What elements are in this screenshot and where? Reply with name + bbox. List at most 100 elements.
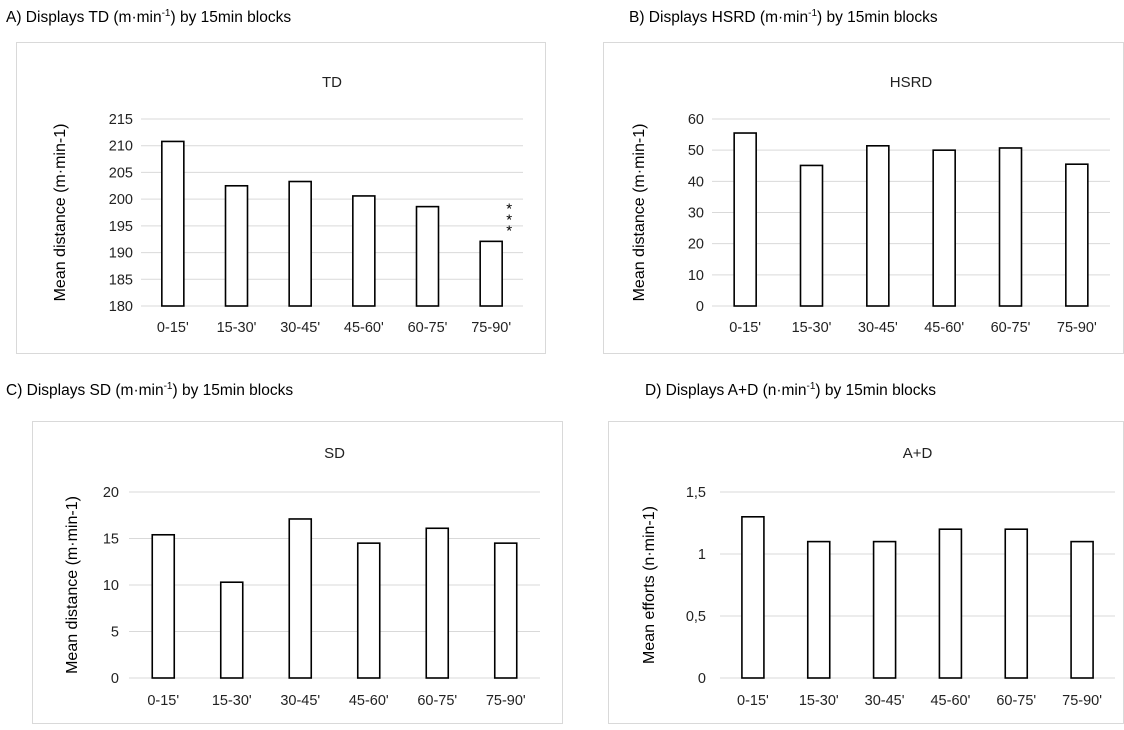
y-tick-label: 215 [109, 112, 133, 128]
chart-title: HSRD [890, 74, 933, 91]
x-tick-label: 60-75' [996, 693, 1036, 709]
x-tick-label: 30-45' [865, 693, 905, 709]
bar [161, 140, 185, 307]
significance-star: * [506, 200, 512, 217]
caption-c-sup: -1 [163, 381, 173, 392]
x-tick-label: 30-45' [280, 693, 320, 709]
y-tick-label: 180 [109, 299, 133, 315]
x-tick-label: 75-90' [486, 693, 526, 709]
chart-panel-sd: SD 0 5 10 15 20 Mean distance (m·min-1) 0-15' 15… [32, 421, 563, 724]
chart-ad: A+D 0 0,5 1 1,5 Mean efforts (n·min-1) 0-15' 15… [641, 445, 1115, 709]
bar [288, 180, 312, 307]
x-tick-label: 45-60' [924, 320, 964, 336]
y-axis-label: Mean distance (m·min-1) [52, 124, 69, 302]
x-tick-label: 60-75' [417, 693, 457, 709]
chart-panel-ad: A+D 0 0,5 1 1,5 Mean efforts (n·min-1) 0-15' 15… [608, 421, 1124, 724]
bar [479, 240, 503, 307]
y-axis-label: Mean efforts (n·min-1) [641, 506, 658, 664]
y-tick-label: 190 [109, 246, 133, 262]
caption-b-text: B) Displays HSRD (m·min [629, 9, 809, 27]
bar [1065, 163, 1089, 307]
bar [415, 205, 440, 307]
x-tick-label: 15-30' [217, 320, 257, 336]
bar [998, 147, 1023, 307]
caption-b-sup: -1 [808, 8, 818, 19]
significance-annotation: *** [506, 200, 512, 239]
x-tick-label: 30-45' [858, 320, 898, 336]
bar [866, 145, 890, 307]
chart-title: A+D [903, 445, 933, 462]
caption-a-text-end: ) by 15min blocks [170, 9, 292, 27]
bar [1070, 540, 1094, 679]
bar [741, 516, 765, 679]
bar [352, 195, 376, 307]
bar [872, 540, 897, 679]
bar [224, 184, 249, 307]
y-tick-label: 0 [111, 671, 119, 687]
x-tick-label: 0-15' [737, 693, 769, 709]
significance-star: * [506, 211, 512, 228]
y-axis-label: Mean distance (m·min-1) [631, 124, 648, 302]
caption-d-sup: -1 [806, 381, 816, 392]
y-tick-label: 1 [698, 547, 706, 563]
y-tick-label: 15 [103, 532, 119, 548]
caption-c-text: C) Displays SD (m·min [6, 382, 164, 400]
significance-star: * [506, 222, 512, 239]
y-tick-label: 0,5 [686, 609, 706, 625]
x-tick-label: 15-30' [799, 693, 839, 709]
bar [733, 132, 757, 307]
chart-panel-hsrd: HSRD 0 10 20 30 40 50 60 Mean distance (m·min-1)… [603, 42, 1124, 354]
y-tick-label: 1,5 [686, 485, 706, 501]
y-tick-label: 40 [688, 174, 704, 190]
y-tick-label: 20 [103, 485, 119, 501]
x-tick-label: 0-15' [147, 693, 179, 709]
bar [151, 533, 176, 679]
y-axis-label: Mean distance (m·min-1) [64, 496, 81, 674]
chart-sd: SD 0 5 10 15 20 Mean distance (m·min-1) 0-15' 15… [64, 445, 540, 709]
chart-hsrd: HSRD 0 10 20 30 40 50 60 Mean distance (m·min-1)… [631, 74, 1110, 336]
x-tick-label: 15-30' [212, 693, 252, 709]
y-tick-label: 210 [109, 139, 133, 155]
x-tick-label: 0-15' [729, 320, 761, 336]
bar [938, 528, 963, 679]
y-tick-label: 195 [109, 219, 133, 235]
bar [356, 542, 381, 679]
bar [219, 581, 244, 679]
x-tick-label: 0-15' [157, 320, 189, 336]
x-tick-label: 60-75' [408, 320, 448, 336]
caption-c-text-end: ) by 15min blocks [172, 382, 294, 400]
x-tick-label: 15-30' [792, 320, 832, 336]
x-tick-label: 75-90' [1062, 693, 1102, 709]
x-tick-label: 45-60' [349, 693, 389, 709]
y-tick-label: 50 [688, 143, 704, 159]
y-tick-label: 10 [103, 578, 119, 594]
bar [806, 540, 831, 679]
caption-b-text-end: ) by 15min blocks [817, 9, 938, 27]
x-tick-label: 75-90' [471, 320, 511, 336]
y-tick-label: 30 [688, 206, 704, 222]
y-tick-label: 20 [688, 237, 704, 253]
y-tick-label: 0 [698, 671, 706, 687]
x-tick-label: 30-45' [280, 320, 320, 336]
y-tick-label: 200 [109, 192, 133, 208]
caption-b: B) Displays HSRD (m·min-1) by 15min bloc… [629, 8, 938, 27]
bar [288, 518, 313, 679]
caption-a-text: A) Displays TD (m·min [6, 9, 162, 27]
bar [799, 164, 824, 307]
caption-c: C) Displays SD (m·min-1) by 15min blocks [6, 381, 293, 400]
chart-title: TD [322, 74, 342, 91]
bar [425, 527, 450, 679]
x-tick-label: 75-90' [1057, 320, 1097, 336]
x-tick-label: 45-60' [344, 320, 384, 336]
chart-panel-td: TD 180 185 190 195 200 205 210 215 Mean distance … [16, 42, 546, 354]
x-tick-label: 45-60' [930, 693, 970, 709]
y-tick-label: 185 [109, 272, 133, 288]
y-tick-label: 205 [109, 165, 133, 181]
bar [932, 149, 956, 307]
chart-title: SD [324, 445, 345, 462]
bar [493, 542, 518, 679]
bar [1004, 528, 1029, 679]
caption-d: D) Displays A+D (n·min-1) by 15min block… [645, 381, 936, 400]
y-tick-label: 10 [688, 268, 704, 284]
caption-a-sup: -1 [161, 8, 171, 19]
